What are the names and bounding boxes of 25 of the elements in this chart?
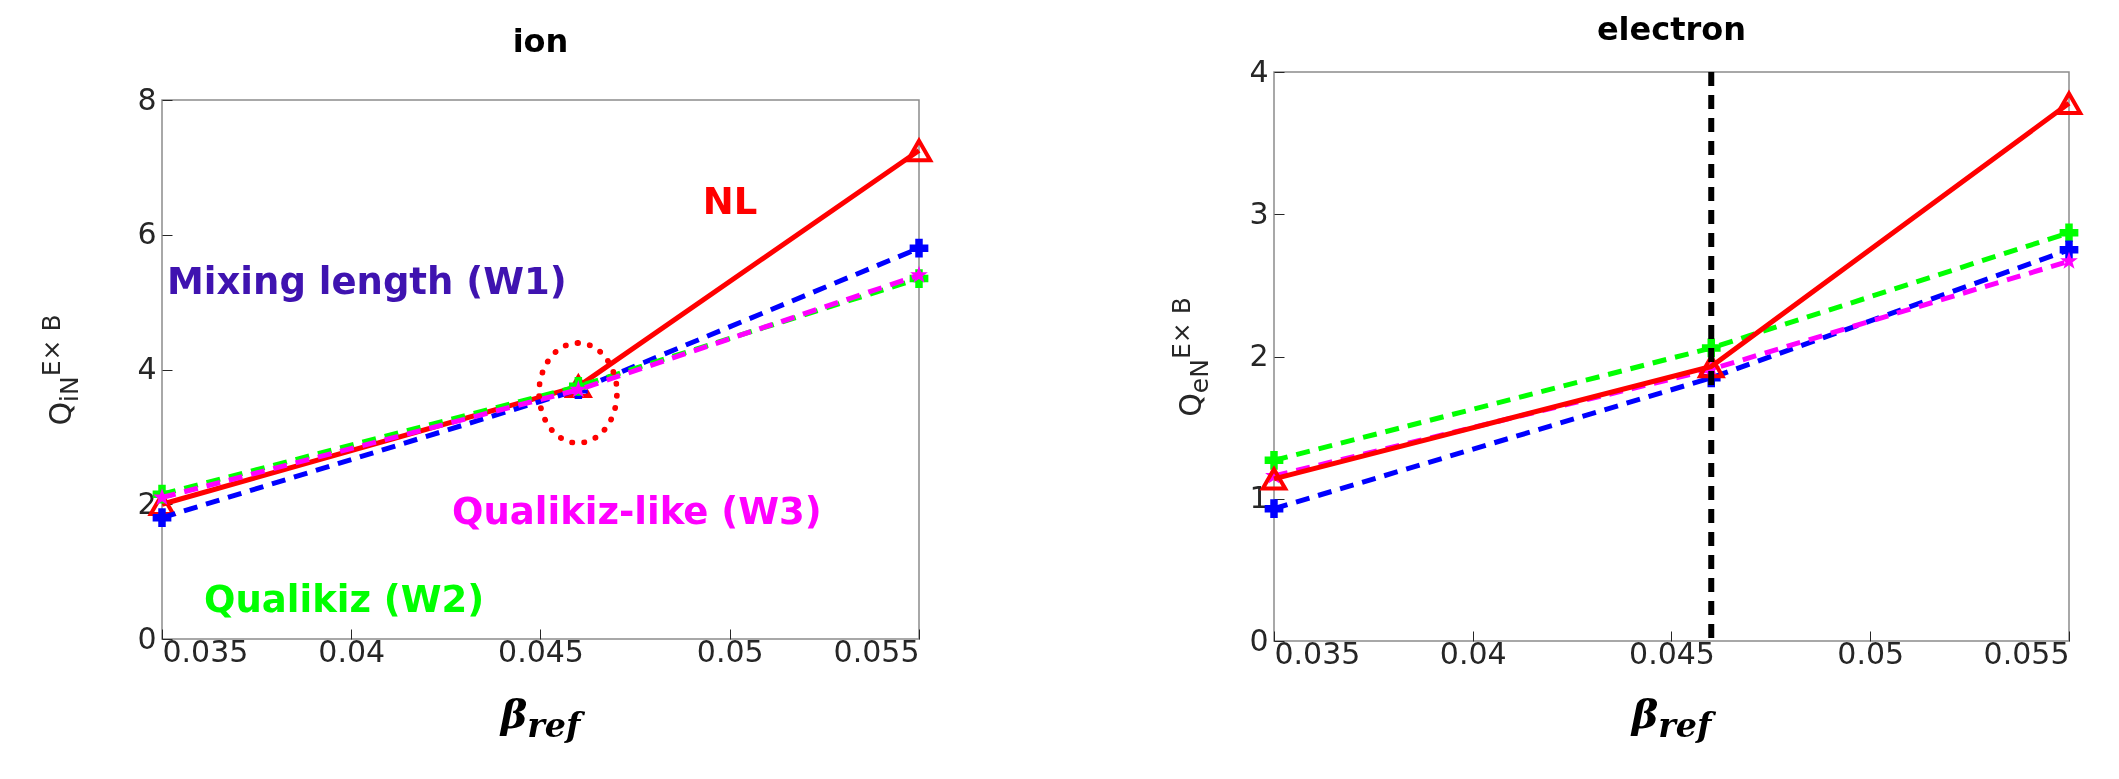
chart-title: electron (1596, 10, 1747, 48)
series-label: Qualikiz-like (W3) (452, 490, 822, 533)
chart-title: ion (512, 22, 569, 60)
y-tick-label: 3 (1249, 195, 1269, 231)
x-tick-label: 0.05 (1837, 635, 1905, 671)
x-tick-label: 0.045 (1629, 635, 1715, 671)
x-tick-label: 0.035 (162, 633, 249, 669)
x-tick-label: 0.045 (498, 633, 584, 669)
y-tick-label: 1 (1249, 480, 1269, 516)
text: Qualikiz (W2) (204, 578, 485, 621)
x-tick-label: 0.035 (1274, 635, 1361, 671)
x-tick-label: 0.04 (318, 633, 386, 669)
x-tick-label: 0.055 (833, 633, 920, 669)
text: Mixing length (W1) (167, 260, 567, 303)
series-label: NL (702, 180, 758, 223)
y-tick-label: 0 (137, 620, 157, 656)
x-tick-label: 0.05 (696, 633, 764, 669)
y-tick-label: 0 (1249, 622, 1269, 658)
y-tick-label: 8 (137, 81, 157, 117)
y-tick-label: 4 (1249, 53, 1269, 89)
x-tick-label: 0.04 (1439, 635, 1507, 671)
x-tick-label: 0.055 (1983, 635, 2070, 671)
y-tick-label: 2 (1249, 338, 1269, 373)
y-tick-label: 6 (137, 216, 157, 252)
y-tick-label: 4 (137, 351, 157, 386)
